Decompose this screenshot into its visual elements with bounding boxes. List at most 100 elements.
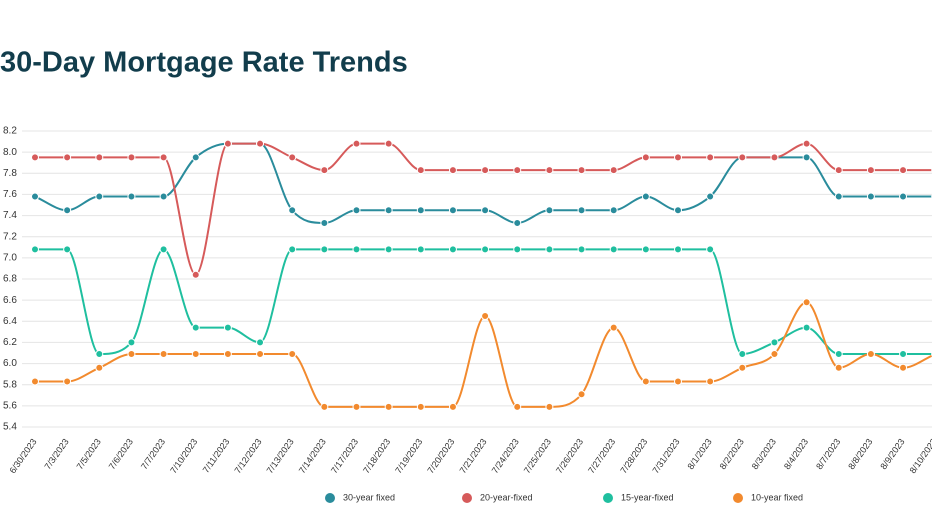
data-point (641, 377, 650, 386)
data-point (223, 350, 232, 359)
data-point (834, 166, 843, 175)
chart-title: 30-Day Mortgage Rate Trends (0, 47, 408, 79)
x-tick-label: 8/4/2023 (782, 437, 810, 471)
data-point (641, 192, 650, 201)
data-point (674, 245, 682, 254)
data-point (127, 350, 136, 359)
data-point (384, 402, 393, 411)
data-point (609, 206, 618, 215)
y-tick-label: 8.0 (3, 147, 17, 158)
data-point (481, 206, 490, 215)
data-point (288, 350, 297, 359)
data-point (609, 323, 618, 332)
x-tick-label: 7/27/2023 (586, 437, 617, 476)
data-point (320, 245, 329, 254)
x-tick-label: 7/28/2023 (618, 437, 649, 476)
y-tick-label: 5.8 (3, 379, 17, 390)
data-point (577, 390, 586, 399)
data-point (577, 245, 586, 254)
x-tick-label: 7/5/2023 (75, 437, 103, 471)
y-tick-label: 7.8 (3, 168, 17, 179)
data-point (674, 206, 682, 215)
data-point (256, 139, 265, 148)
x-tick-label: 7/17/2023 (329, 437, 360, 476)
x-tick-label: 7/19/2023 (393, 437, 424, 476)
x-tick-label: 7/6/2023 (107, 437, 135, 471)
data-point (545, 166, 554, 175)
data-point (738, 363, 747, 372)
legend-swatch (603, 493, 613, 503)
data-point (577, 166, 586, 175)
data-point (899, 166, 908, 175)
y-tick-label: 6.2 (3, 337, 17, 348)
data-point (834, 363, 843, 372)
data-point (63, 206, 72, 215)
legend-swatch (733, 493, 743, 503)
y-tick-label: 7.0 (3, 252, 17, 263)
data-point (95, 153, 104, 162)
data-point (127, 153, 136, 162)
data-point (288, 245, 297, 254)
data-point (802, 298, 811, 307)
data-point (448, 206, 457, 215)
data-point (191, 323, 200, 332)
data-point (706, 377, 715, 386)
data-point (641, 245, 650, 254)
data-point (191, 153, 200, 162)
x-tick-label: 7/7/2023 (139, 437, 167, 471)
data-point (159, 245, 168, 254)
x-tick-label: 8/9/2023 (878, 437, 906, 471)
data-point (513, 166, 522, 175)
data-point (352, 245, 361, 254)
data-point (256, 338, 265, 347)
data-point (448, 166, 457, 175)
y-tick-label: 6.0 (3, 358, 17, 369)
x-tick-label: 8/10/2023 (908, 437, 932, 476)
data-point (159, 153, 168, 162)
x-tick-label: 7/31/2023 (650, 437, 681, 476)
data-point (63, 377, 72, 386)
data-point (674, 153, 682, 162)
y-tick-label: 5.4 (3, 422, 17, 433)
data-point (481, 312, 490, 320)
data-point (127, 192, 136, 201)
data-point (513, 245, 522, 254)
y-tick-label: 7.4 (3, 210, 17, 221)
x-tick-label: 7/10/2023 (168, 437, 199, 476)
data-point (31, 377, 39, 386)
y-tick-label: 5.6 (3, 400, 17, 411)
data-point (770, 350, 779, 359)
data-point (223, 323, 232, 332)
data-point (641, 153, 650, 162)
data-point (320, 218, 329, 227)
x-tick-label: 7/24/2023 (490, 437, 521, 476)
x-tick-label: 7/25/2023 (522, 437, 553, 476)
data-point (63, 153, 72, 162)
x-tick-label: 8/1/2023 (685, 437, 713, 471)
data-point (770, 153, 779, 162)
data-point (448, 402, 457, 411)
x-tick-label: 7/13/2023 (265, 437, 296, 476)
data-point (545, 402, 554, 411)
x-tick-label: 6/30/2023 (7, 437, 38, 476)
x-tick-label: 8/7/2023 (814, 437, 842, 471)
data-point (416, 166, 425, 175)
data-point (384, 139, 393, 148)
y-tick-label: 7.2 (3, 231, 17, 242)
data-point (481, 166, 490, 175)
y-tick-label: 6.8 (3, 274, 17, 285)
data-point (545, 245, 554, 254)
x-tick-label: 7/14/2023 (297, 437, 328, 476)
data-point (866, 166, 875, 175)
data-point (191, 270, 200, 279)
data-point (802, 153, 811, 162)
data-point (31, 153, 39, 162)
data-point (159, 350, 168, 359)
data-point (159, 192, 168, 201)
data-point (191, 350, 200, 359)
data-point (31, 245, 39, 254)
x-tick-label: 7/3/2023 (42, 437, 70, 471)
y-tick-label: 8.2 (3, 126, 17, 137)
y-tick-label: 6.4 (3, 316, 17, 327)
